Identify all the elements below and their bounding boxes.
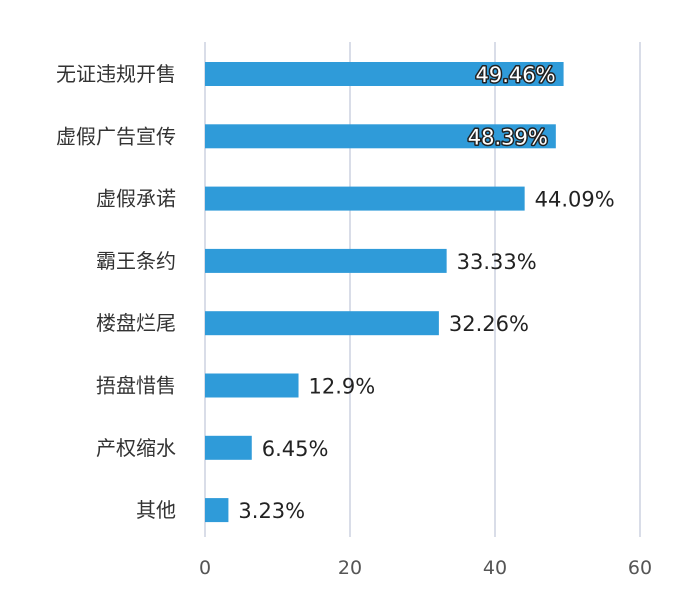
data-label-6: 6.45% xyxy=(262,437,329,461)
bar-0 xyxy=(205,62,564,86)
bar-6 xyxy=(205,435,252,460)
category-label-7: 其他 xyxy=(136,498,176,522)
bar-4 xyxy=(205,311,439,336)
x-tick-label-20: 20 xyxy=(338,557,362,579)
category-label-3: 霸王条约 xyxy=(96,249,176,273)
category-label-6: 产权缩水 xyxy=(96,436,176,460)
x-tick-label-40: 40 xyxy=(483,557,507,579)
category-label-5: 捂盘惜售 xyxy=(96,374,176,398)
data-label-3: 33.33% xyxy=(457,250,537,274)
bar-2 xyxy=(205,186,525,211)
data-label-0: 49.46% xyxy=(476,63,556,87)
x-axis-ticks: 0 20 40 60 xyxy=(199,557,652,579)
data-label-5: 12.9% xyxy=(309,375,376,399)
category-label-4: 楼盘烂尾 xyxy=(96,311,176,335)
bar-5 xyxy=(205,373,299,398)
bar-7 xyxy=(205,498,229,523)
category-label-0: 无证违规开售 xyxy=(56,62,176,86)
category-label-1: 虚假广告宣传 xyxy=(56,124,176,148)
bars xyxy=(205,62,564,523)
x-tick-label-60: 60 xyxy=(628,557,652,579)
data-label-1: 48.39% xyxy=(468,125,548,149)
bar-3 xyxy=(205,248,447,273)
data-label-4: 32.26% xyxy=(449,312,529,336)
data-labels: 49.46% 48.39% 44.09% 33.33% 32.26% 12.9% 6.45%… xyxy=(238,62,615,524)
grid-lines xyxy=(204,42,641,537)
data-label-2: 44.09% xyxy=(535,188,615,212)
data-label-7: 3.23% xyxy=(238,499,305,523)
x-tick-label-0: 0 xyxy=(199,557,211,579)
bar-1 xyxy=(205,124,556,149)
category-label-2: 虚假承诺 xyxy=(96,187,176,211)
